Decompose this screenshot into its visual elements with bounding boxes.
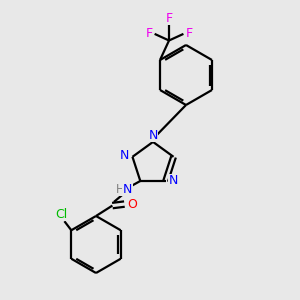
Text: H: H (116, 183, 124, 196)
Text: F: F (146, 27, 153, 40)
Text: N: N (169, 175, 178, 188)
Text: O: O (128, 198, 137, 211)
Text: N: N (120, 149, 129, 162)
Text: F: F (166, 11, 172, 25)
Text: N: N (148, 129, 158, 142)
Text: Cl: Cl (55, 208, 68, 220)
Text: F: F (185, 27, 192, 40)
Text: N: N (123, 183, 132, 196)
